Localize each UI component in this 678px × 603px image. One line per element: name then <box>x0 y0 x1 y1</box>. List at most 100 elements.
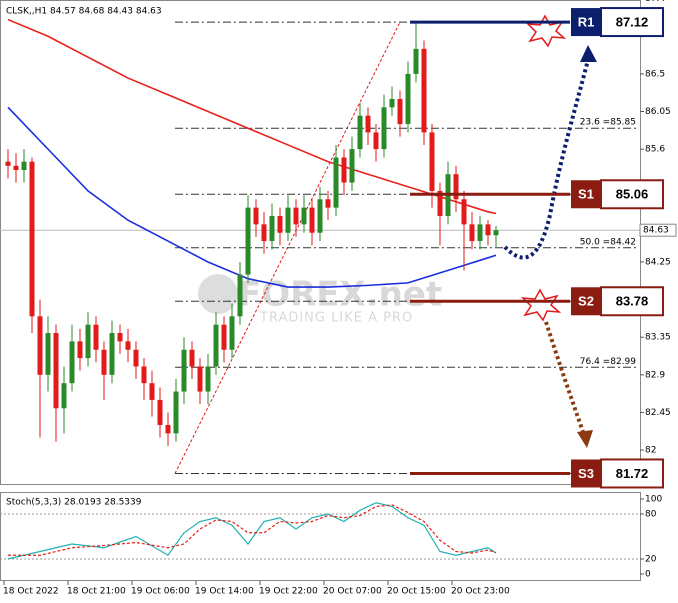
candle-body <box>413 48 419 74</box>
level-value-box <box>600 286 664 317</box>
candle-body <box>421 48 427 133</box>
stoch-tick-label: 100 <box>645 495 662 505</box>
level-value-box <box>600 7 664 38</box>
candle-body <box>53 333 59 409</box>
candle-body <box>117 333 123 342</box>
x-tick-label: 19 Oct 06:00 <box>131 587 190 597</box>
candle-body <box>157 399 163 425</box>
candle-body <box>37 316 43 375</box>
candle-body <box>397 98 403 125</box>
level-name: R1 <box>578 15 595 30</box>
level-value: 83.78 <box>616 294 649 309</box>
candle-body <box>85 324 91 359</box>
watermark-text: FOREX.net <box>238 275 442 315</box>
candle-body <box>357 115 363 150</box>
candle-body <box>277 216 283 233</box>
candle-body <box>309 207 315 233</box>
candle-body <box>469 224 475 242</box>
level-value: 85.06 <box>616 187 649 202</box>
candle-body <box>405 73 411 125</box>
candle-body <box>245 207 251 275</box>
y-tick-label: 82.9 <box>645 370 665 380</box>
x-tick-label: 20 Oct 15:00 <box>387 587 446 597</box>
candle-body <box>5 161 11 166</box>
stoch-tick-label: 80 <box>645 510 657 520</box>
x-tick-label: 18 Oct 21:00 <box>67 587 126 597</box>
stoch-tick-label: 20 <box>645 555 657 565</box>
arrow-up <box>503 59 590 260</box>
x-tick-label: 20 Oct 07:00 <box>323 587 382 597</box>
x-tick-label: 19 Oct 14:00 <box>195 587 254 597</box>
x-tick-label: 19 Oct 22:00 <box>259 587 318 597</box>
chart-header: CLSK,,H1 84.57 84.68 84.43 84.63 <box>6 7 162 17</box>
candle-body <box>189 349 195 367</box>
candle-body <box>341 157 347 183</box>
candle-body <box>325 199 331 208</box>
candle-body <box>221 324 227 350</box>
candle-body <box>269 216 275 242</box>
candle-body <box>93 324 99 350</box>
candle-body <box>293 207 299 225</box>
candle-body <box>365 115 371 133</box>
candle-body <box>429 132 435 191</box>
level-name-box <box>571 8 601 37</box>
stoch-header: Stoch(5,3,3) 28.0193 28.5339 <box>6 498 142 508</box>
watermark-subtext: TRADING LIKE A PRO <box>259 311 413 326</box>
candle-body <box>141 366 147 384</box>
x-tick-label: 20 Oct 23:00 <box>451 587 510 597</box>
y-tick-label: 83.35 <box>645 333 671 343</box>
starburst <box>526 14 567 48</box>
last-price-label: 84.63 <box>643 226 669 236</box>
level-value-box <box>600 458 664 489</box>
y-tick-label: 85.6 <box>645 145 665 155</box>
fib-label: 50.0 =84.42 <box>580 237 636 247</box>
level-name-box <box>571 459 601 488</box>
candle-body <box>29 161 35 317</box>
y-tick-label: 86.5 <box>645 69 665 79</box>
stoch-tick-label: 0 <box>645 570 651 580</box>
y-tick-label: 84.25 <box>645 257 671 267</box>
annotations <box>503 14 597 448</box>
level-name: S2 <box>578 294 594 309</box>
y-tick-label: 86.05 <box>645 107 671 117</box>
candle-body <box>333 157 339 208</box>
candle-body <box>453 174 459 200</box>
level-name-box <box>571 287 601 316</box>
arrowhead-up <box>580 45 597 62</box>
y-tick-label: 82.45 <box>645 408 671 418</box>
candle-body <box>461 199 467 225</box>
candle-body <box>493 230 499 236</box>
candle-body <box>173 391 179 434</box>
candle-body <box>13 165 19 171</box>
candle-body <box>389 98 395 108</box>
arrow-down <box>544 321 585 433</box>
candle-body <box>237 274 243 317</box>
candle-body <box>373 132 379 150</box>
candle-body <box>229 316 235 350</box>
starburst <box>521 288 562 322</box>
candle-body <box>197 366 203 392</box>
candle-body <box>285 207 291 233</box>
candle-body <box>45 333 51 375</box>
candle-body <box>21 161 27 171</box>
candle-body <box>77 341 83 359</box>
candle-body <box>477 224 483 242</box>
candle-body <box>349 149 355 183</box>
fib-label: 76.4 =82.99 <box>580 357 636 367</box>
fib-label: 23.6 =85.85 <box>580 118 636 128</box>
candle-body <box>125 341 131 350</box>
level-value: 81.72 <box>616 466 649 481</box>
candle-body <box>133 349 139 367</box>
level-value-box <box>600 179 664 210</box>
y-tick-label: 82 <box>645 446 656 456</box>
candle-body <box>317 199 323 233</box>
level-value: 87.12 <box>616 15 649 30</box>
level-name: S3 <box>578 466 594 481</box>
candle-body <box>485 224 491 236</box>
watermark: FOREX.net TRADING LIKE A PRO <box>198 274 442 326</box>
candle-body <box>165 424 171 434</box>
candle-body <box>69 341 75 384</box>
candle-body <box>181 349 187 392</box>
candle-body <box>109 333 115 375</box>
